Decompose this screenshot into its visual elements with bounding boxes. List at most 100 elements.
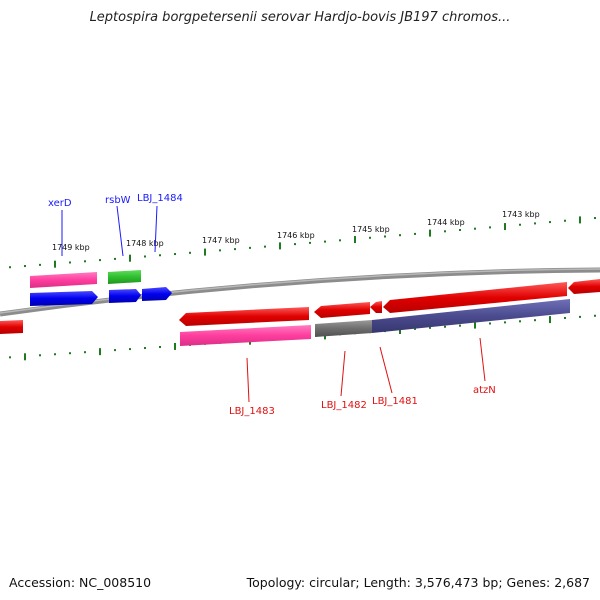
leader-atzN [479,337,486,382]
tick-mark [339,239,341,242]
topology-text: Topology: circular; Length: 3,576,473 bp… [246,575,590,590]
gene-label-LBJ_1482[interactable]: LBJ_1482 [321,400,367,411]
tick-mark [159,345,161,348]
kbp-ticks-top [9,216,596,269]
tick-mark [99,348,101,356]
tick-mark [69,261,71,264]
tick-mark [24,353,26,361]
tick-mark [519,223,521,226]
tick-mark [69,352,71,355]
tick-mark [534,319,536,322]
gene-blue-cds-2[interactable] [109,289,141,303]
leader-LBJ_1484 [154,205,158,253]
leader-LBJ_1483 [246,357,250,403]
tick-mark [414,232,416,235]
tick-mark [54,260,56,268]
tick-mark [579,216,581,224]
tick-label-1746: 1746 kbp [277,231,315,240]
gene-label-rsbW[interactable]: rsbW [105,195,131,206]
gene-label-LBJ_1481[interactable]: LBJ_1481 [372,396,418,407]
tick-mark [39,263,41,266]
tick-mark [534,222,536,225]
tick-mark [444,230,446,233]
tick-mark [549,316,551,324]
tick-mark [429,326,431,329]
tick-mark [294,243,296,246]
gene-label-LBJ_1484[interactable]: LBJ_1484 [137,193,183,204]
tick-label-1747: 1747 kbp [202,236,240,245]
accession-text: Accession: NC_008510 [9,575,152,590]
tick-mark [519,320,521,323]
tick-mark [429,229,431,237]
tick-mark [579,315,581,318]
tick-mark [489,322,491,325]
gene-LBJ_1482-feature[interactable] [315,320,372,337]
tick-mark [474,321,476,329]
tick-mark [144,347,146,350]
tick-mark [219,249,221,252]
tick-mark [159,254,161,257]
tick-mark [129,254,131,262]
tick-mark [39,354,41,357]
tick-mark [174,253,176,256]
leader-rsbW [116,205,124,257]
tick-mark [309,241,311,244]
tick-mark [99,259,101,262]
tick-mark [9,356,11,359]
tick-mark [114,349,116,352]
tick-mark [9,266,11,269]
tick-mark [354,236,356,244]
gene-red-cds-small[interactable] [370,301,382,313]
tick-mark [594,217,596,220]
gene-LBJ_1483-feature[interactable] [180,325,311,346]
tick-mark [384,235,386,238]
tick-label-1743: 1743 kbp [502,210,540,219]
tick-mark [234,248,236,251]
tick-mark [129,348,131,351]
tick-mark [204,248,206,256]
tick-mark [249,246,251,249]
tick-mark [279,242,281,250]
tick-mark [144,255,146,258]
tick-label-1745: 1745 kbp [352,225,390,234]
map-title: Leptospira borgpetersenii serovar Hardjo… [89,10,511,25]
gene-red-cds-long[interactable] [383,282,567,313]
tick-mark [54,353,56,356]
tick-mark [84,260,86,263]
leader-LBJ_1482 [340,350,346,397]
tick-label-1749: 1749 kbp [52,243,90,252]
tick-label-1744: 1744 kbp [427,218,465,227]
tick-mark [414,327,416,330]
tick-mark [324,240,326,243]
gene-red-cds-right[interactable] [568,279,600,294]
tick-mark [594,314,596,317]
tick-mark [564,219,566,222]
tick-mark [459,229,461,232]
gene-red-cds-left[interactable] [0,320,23,334]
gene-rsbW-feature[interactable] [108,270,141,284]
tick-mark [399,327,401,334]
tick-mark [564,316,566,319]
tick-mark [549,221,551,224]
tick-mark [504,321,506,324]
tick-mark [444,325,446,328]
gene-label-atzN[interactable]: atzN [473,385,496,396]
gene-label-xerD[interactable]: xerD [48,198,72,209]
gene-red-cds-1482[interactable] [314,302,370,318]
gene-atzN-feature[interactable] [372,299,570,333]
tick-mark [489,226,491,229]
gene-red-cds-1483[interactable] [179,307,309,326]
gene-blue-cds-1[interactable] [30,291,98,306]
tick-mark [459,324,461,327]
gene-xerD-feature[interactable] [30,272,97,288]
gene-blue-cds-3[interactable] [142,287,172,301]
leader-LBJ_1481 [379,346,393,394]
tick-mark [84,351,86,354]
tick-mark [474,227,476,230]
tick-mark [174,342,176,350]
tick-mark [264,245,266,248]
tick-mark [504,223,506,231]
gene-label-LBJ_1483[interactable]: LBJ_1483 [229,406,275,417]
tick-mark [24,265,26,268]
